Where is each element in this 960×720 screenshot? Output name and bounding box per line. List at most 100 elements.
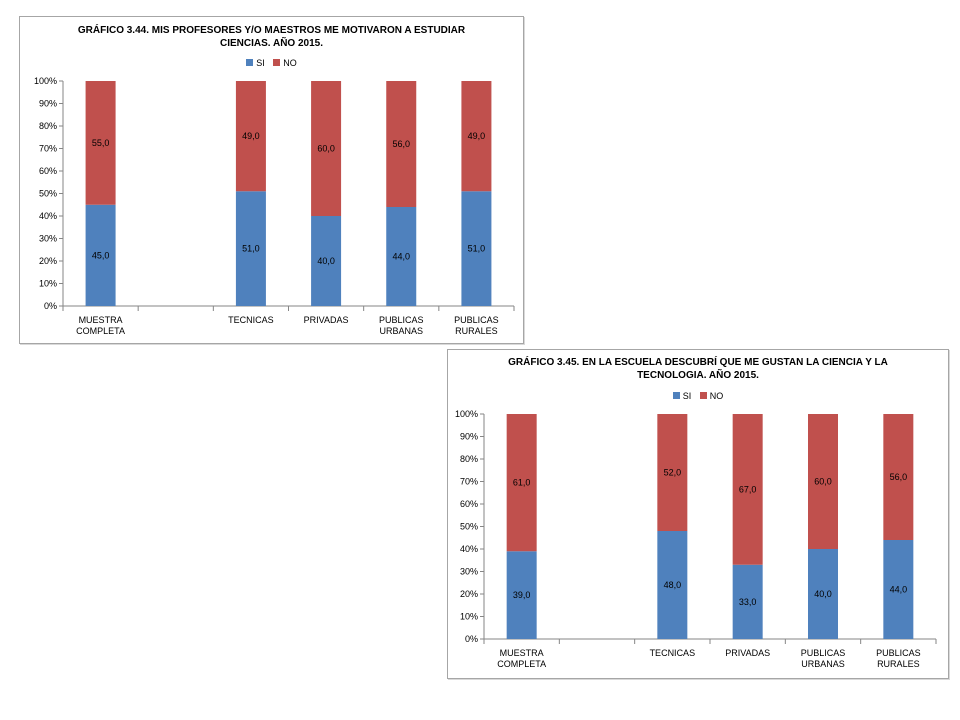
x-category-label: PUBLICAS (454, 315, 499, 325)
bar-no (85, 81, 116, 205)
legend-item-no: NO (699, 391, 724, 401)
y-tick-label: 30% (39, 234, 57, 244)
legend-item-si: SI (672, 391, 692, 401)
legend-label-si: SI (682, 391, 692, 401)
data-label-si: 48,0 (664, 580, 682, 590)
y-tick-label: 20% (39, 256, 57, 266)
y-tick-label: 70% (39, 144, 57, 154)
y-tick-label: 80% (460, 454, 478, 464)
data-label-si: 45,0 (92, 250, 110, 260)
x-category-label: TECNICAS (228, 315, 274, 325)
y-tick-label: 100% (34, 76, 57, 86)
y-tick-label: 50% (39, 189, 57, 199)
data-label-no: 60,0 (814, 477, 832, 487)
x-category-label: RURALES (455, 326, 498, 336)
data-label-si: 51,0 (242, 244, 260, 254)
y-tick-label: 40% (39, 211, 57, 221)
bar-si (657, 531, 688, 639)
x-category-label: COMPLETA (497, 659, 546, 669)
x-category-label: PUBLICAS (876, 648, 921, 658)
y-tick-label: 0% (465, 634, 478, 644)
chart-title-line-1: GRÁFICO 3.45. EN LA ESCUELA DESCUBRÍ QUE… (508, 357, 888, 368)
bar-si (85, 204, 116, 306)
chart-title: GRÁFICO 3.44. MIS PROFESORES Y/O MAESTRO… (20, 24, 523, 50)
data-label-si: 44,0 (890, 585, 908, 595)
y-tick-label: 90% (460, 432, 478, 442)
y-tick-label: 20% (460, 589, 478, 599)
data-label-no: 67,0 (739, 484, 757, 494)
y-tick-label: 90% (39, 99, 57, 109)
bar-no (732, 414, 763, 565)
bar-si (461, 191, 492, 306)
x-category-label: PRIVADAS (725, 648, 770, 658)
chart-title: GRÁFICO 3.45. EN LA ESCUELA DESCUBRÍ QUE… (448, 356, 948, 382)
legend-label-no: NO (283, 58, 297, 68)
bar-si (732, 564, 763, 639)
y-tick-label: 40% (460, 544, 478, 554)
data-label-no: 55,0 (92, 138, 110, 148)
y-tick-label: 30% (460, 567, 478, 577)
bar-no (657, 414, 688, 531)
legend-item-si: SI (246, 58, 265, 68)
chart-plot-area: 0% 10% 20% 30% 40% 50% 60% 70% 80% 90% 100% 45,0 55,… (34, 76, 515, 336)
legend-swatch-no (699, 392, 707, 400)
x-category-label: URBANAS (379, 326, 423, 336)
bar-si (311, 216, 342, 306)
bar-no (461, 81, 492, 192)
bar-si (506, 551, 537, 639)
data-label-si: 33,0 (739, 597, 757, 607)
legend-label-no: NO (709, 391, 724, 401)
x-category-label: MUESTRA (500, 648, 544, 658)
bar-si (808, 549, 838, 639)
bar-si (386, 207, 417, 306)
data-label-no: 49,0 (242, 131, 260, 141)
x-category-label: PUBLICAS (379, 315, 424, 325)
y-tick-label: 70% (460, 477, 478, 487)
data-label-no: 52,0 (664, 468, 682, 478)
y-tick-label: 80% (39, 121, 57, 131)
data-label-si: 51,0 (468, 244, 486, 254)
y-tick-label: 50% (460, 522, 478, 532)
legend-label-si: SI (256, 58, 265, 68)
y-tick-label: 60% (460, 499, 478, 509)
chart-3-45: GRÁFICO 3.45. EN LA ESCUELA DESCUBRÍ QUE… (447, 349, 949, 679)
x-category-label: MUESTRA (79, 315, 123, 325)
x-category-label: PRIVADAS (304, 315, 349, 325)
chart-legend: SI NO (20, 58, 523, 68)
bar-no (808, 414, 838, 549)
chart-title-line-1: GRÁFICO 3.44. MIS PROFESORES Y/O MAESTRO… (77, 25, 466, 36)
y-tick-label: 10% (460, 612, 478, 622)
y-tick-label: 60% (39, 166, 57, 176)
chart-title-line-2: TECNOLOGIA. AÑO 2015. (637, 370, 759, 381)
x-category-label: RURALES (877, 659, 920, 669)
x-category-label: PUBLICAS (801, 648, 846, 658)
bar-no (386, 81, 417, 207)
chart-title-line-2: CIENCIAS. AÑO 2015. (220, 38, 323, 49)
bar-si (235, 191, 266, 306)
chart-legend: SI NO (448, 391, 948, 401)
y-tick-label: 0% (44, 301, 57, 311)
legend-swatch-si (246, 59, 254, 67)
data-label-si: 39,0 (513, 590, 531, 600)
chart-3-44: GRÁFICO 3.44. MIS PROFESORES Y/O MAESTRO… (19, 16, 524, 344)
data-label-si: 40,0 (317, 256, 335, 266)
data-label-si: 40,0 (814, 589, 832, 599)
chart-plot-area: 0% 10% 20% 30% 40% 50% 60% 70% 80% 90% 100% 39,0 61,… (455, 409, 937, 669)
bar-no (235, 81, 266, 192)
y-tick-label: 100% (455, 409, 478, 419)
x-category-label: COMPLETA (76, 326, 125, 336)
data-label-si: 44,0 (392, 252, 410, 262)
bar-no (883, 414, 914, 540)
x-category-label: TECNICAS (650, 648, 696, 658)
legend-swatch-si (672, 392, 680, 400)
legend-item-no: NO (273, 58, 297, 68)
data-label-no: 56,0 (890, 472, 908, 482)
bar-no (311, 81, 342, 216)
data-label-no: 49,0 (468, 131, 486, 141)
bar-si (883, 540, 914, 639)
data-label-no: 56,0 (392, 139, 410, 149)
data-label-no: 60,0 (317, 144, 335, 154)
x-category-label: URBANAS (801, 659, 845, 669)
legend-swatch-no (273, 59, 281, 67)
y-tick-label: 10% (39, 279, 57, 289)
